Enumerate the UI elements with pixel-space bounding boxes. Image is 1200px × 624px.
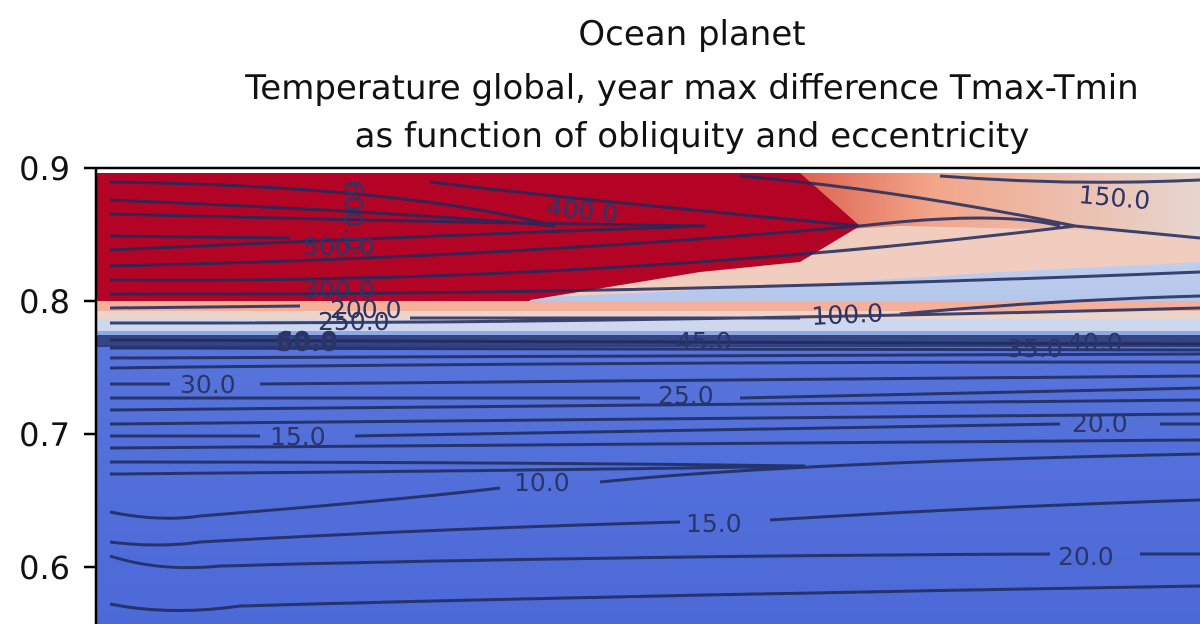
y-tick-label: 0.6 — [19, 549, 70, 587]
contour-label: 25.0 — [658, 381, 714, 410]
chart-subtitle-line-1: Temperature global, year max difference … — [245, 68, 1139, 108]
contour-labels: 400.0 500.0 300.0 200.0 250.0 600.0 150.… — [180, 180, 1151, 571]
contour-label: 300.0 — [303, 275, 375, 304]
contour-label: 30.0 — [180, 370, 236, 399]
contour-label: 45.0 — [676, 327, 732, 356]
contour-label: 50.0 — [276, 328, 338, 357]
contour-label: 60.0 — [276, 326, 338, 355]
contour-label: 40.0 — [1067, 328, 1123, 357]
contour-label: 200.0 — [330, 295, 402, 324]
contour-lines — [109, 174, 1200, 613]
contour-label: 250.0 — [318, 307, 390, 336]
chart-title: Ocean planet — [578, 14, 806, 54]
y-tick-label: 0.9 — [19, 150, 70, 188]
contour-label: 15.0 — [686, 509, 742, 538]
axes-frame — [84, 166, 1200, 624]
contour-label: 15.0 — [270, 422, 326, 451]
contour-label: 100.0 — [811, 298, 884, 331]
contour-label: 150.0 — [1077, 180, 1151, 215]
contour-label: 600.0 — [339, 180, 368, 252]
contour-label: 35.0 — [1007, 334, 1063, 363]
contour-label: 20.0 — [1058, 542, 1114, 571]
contour-label: 10.0 — [514, 468, 570, 497]
y-tick-label: 0.8 — [19, 283, 70, 321]
y-tick-label: 0.7 — [19, 416, 70, 454]
chart-subtitle-line-2: as function of obliquity and eccentricit… — [354, 116, 1030, 156]
contour-label: 20.0 — [1072, 409, 1128, 438]
contour-label: 500.0 — [303, 232, 375, 261]
